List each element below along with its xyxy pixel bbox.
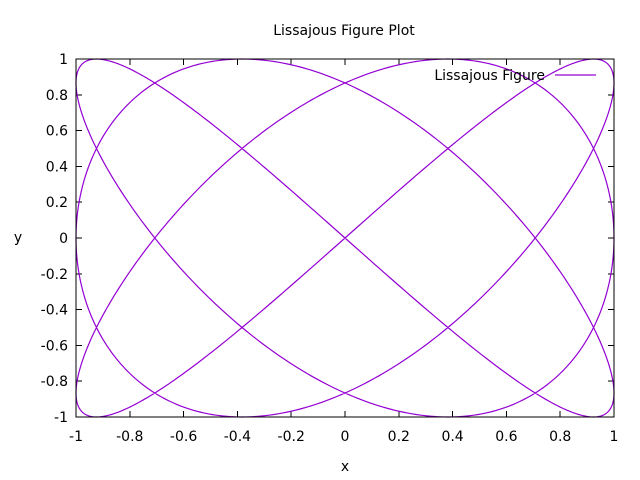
x-tick-label: -0.4 [224, 429, 251, 445]
legend: Lissajous Figure [434, 68, 596, 84]
y-tick-label: 1 [59, 52, 68, 68]
series-layer [75, 58, 615, 418]
y-tick-label: 0.4 [46, 159, 68, 175]
y-tick-label: -0.8 [41, 374, 68, 390]
x-tick-label: -0.8 [116, 429, 143, 445]
y-tick-label: 0.6 [46, 124, 68, 140]
x-tick-label: 0.6 [495, 429, 517, 445]
y-tick-label: -0.6 [41, 338, 68, 354]
x-axis-label: x [341, 459, 349, 475]
y-tick-label: -0.2 [41, 267, 68, 283]
y-tick-label: 0 [59, 231, 68, 247]
x-tick-label: -1 [69, 429, 83, 445]
y-tick-label: 0.2 [46, 195, 68, 211]
legend-label: Lissajous Figure [434, 68, 545, 84]
x-tick-label: -0.6 [170, 429, 197, 445]
x-tick-label: 1 [610, 429, 619, 445]
plot-frame [75, 58, 615, 418]
x-tick-labels: -1 -0.8 -0.6 -0.4 -0.2 0 0.2 0.4 0.6 0.8 1 [69, 429, 618, 445]
y-tick-label: -1 [54, 410, 68, 426]
x-tick-label: 0 [341, 429, 350, 445]
y-tick-labels: -1 -0.8 -0.6 -0.4 -0.2 0 0.2 0.4 0.6 0.8 1 [41, 52, 68, 426]
x-tick-label: 0.2 [388, 429, 410, 445]
x-tick-label: 0.4 [441, 429, 463, 445]
y-axis-label: y [14, 230, 22, 246]
x-tick-label: -0.2 [278, 429, 305, 445]
series-line-lissajous [75, 58, 615, 418]
y-tick-label: -0.4 [41, 303, 68, 319]
y-tick-label: 0.8 [46, 88, 68, 104]
x-tick-label: 0.8 [549, 429, 571, 445]
chart-title: Lissajous Figure Plot [273, 23, 415, 39]
